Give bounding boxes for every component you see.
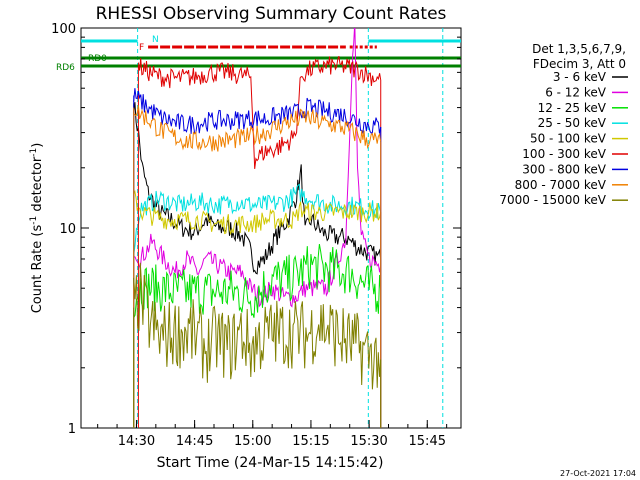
legend-header-line: Det 1,3,5,6,7,9, [532,42,626,56]
y-axis: 1 10 100 [51,22,461,437]
series-line-8 [133,262,382,390]
x-tick-label: 15:45 [409,434,446,449]
legend-entry-label: 3 - 6 keV [553,70,607,84]
footer-timestamp: 27-Oct-2021 17:04 [560,469,636,478]
x-tick-label: 15:00 [234,434,271,449]
legend-entry-label: 300 - 800 keV [522,162,606,176]
legend-header-line: FDecim 3, Att 0 [533,57,626,71]
y-tick-label: 1 [68,422,76,437]
status-flag-bars: RD0 RD6 FN [56,35,461,73]
chart-title: RHESSI Observing Summary Count Rates [96,4,447,24]
series-line-1 [133,28,382,308]
saa-markers [137,28,444,428]
flag-label-f: F [139,43,144,53]
legend-entry-label: 7000 - 15000 keV [499,193,606,207]
x-tick-label: 15:15 [292,434,329,449]
x-tick-label: 14:45 [176,434,213,449]
flag-label-rd0: RD0 [88,54,107,64]
series-line-2 [133,244,382,319]
x-axis: 14:30 14:45 15:00 15:15 15:30 15:45 [97,420,448,449]
legend-entry-label: 100 - 300 keV [522,147,606,161]
legend-entry-label: 50 - 100 keV [530,132,607,146]
flag-label-rd6: RD6 [56,63,75,73]
x-axis-label: Start Time (24-Mar-15 14:15:42) [157,455,384,471]
legend-entry-label: 6 - 12 keV [545,85,607,99]
series-line-0 [133,102,382,275]
legend-entry-label: 25 - 50 keV [538,116,607,130]
x-tick-label: 14:30 [118,434,155,449]
y-tick-label: 10 [59,222,76,237]
flag-label-n: N [152,35,159,45]
x-tick-label: 15:30 [350,434,387,449]
y-axis-label: Count Rate (s-1 detector-1) [29,143,45,314]
series-line-3 [133,183,382,256]
series-layer [133,28,382,428]
legend: Det 1,3,5,6,7,9,FDecim 3, Att 03 - 6 keV… [499,42,628,207]
series-line-5 [137,56,382,169]
y-tick-label: 100 [51,22,76,37]
legend-entry-label: 12 - 25 keV [538,101,607,115]
series-line-7 [133,105,382,152]
series-line-4 [133,189,382,236]
legend-entry-label: 800 - 7000 keV [515,178,607,192]
